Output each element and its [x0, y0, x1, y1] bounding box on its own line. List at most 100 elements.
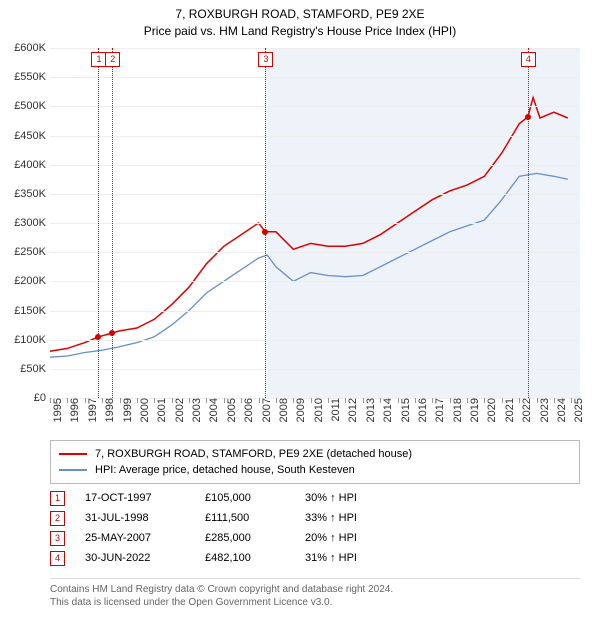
- x-axis-label: 2020: [480, 398, 498, 422]
- y-axis-label: £250K: [0, 246, 50, 258]
- x-axis-label: 2005: [220, 398, 238, 422]
- tx-date: 17-OCT-1997: [85, 492, 205, 504]
- x-axis-label: 2025: [567, 398, 585, 422]
- chart-title: 7, ROXBURGH ROAD, STAMFORD, PE9 2XE Pric…: [0, 0, 600, 40]
- tx-num-box: 1: [50, 491, 65, 506]
- x-axis-label: 1999: [116, 398, 134, 422]
- tx-pct: 31% ↑ HPI: [305, 552, 405, 564]
- y-axis-label: £450K: [0, 130, 50, 142]
- table-row: 1 17-OCT-1997£105,00030% ↑ HPI: [50, 488, 405, 508]
- tx-date: 30-JUN-2022: [85, 552, 205, 564]
- y-axis-label: £50K: [0, 363, 50, 375]
- x-axis-label: 2018: [446, 398, 464, 422]
- x-axis-label: 2004: [202, 398, 220, 422]
- x-axis-label: 2014: [376, 398, 394, 422]
- x-axis-label: 2003: [185, 398, 203, 422]
- transaction-table: 1 17-OCT-1997£105,00030% ↑ HPI 2 31-JUL-199…: [50, 488, 405, 568]
- y-axis-label: £600K: [0, 42, 50, 54]
- table-row: 2 31-JUL-1998£111,50033% ↑ HPI: [50, 508, 405, 528]
- x-axis-label: 2022: [515, 398, 533, 422]
- marker-dot: [95, 334, 101, 340]
- tx-num-box: 3: [50, 531, 65, 546]
- footer: Contains HM Land Registry data © Crown c…: [50, 578, 580, 609]
- y-axis-label: £400K: [0, 159, 50, 171]
- y-axis-label: £100K: [0, 334, 50, 346]
- tx-pct: 30% ↑ HPI: [305, 492, 405, 504]
- x-axis-label: 1997: [81, 398, 99, 422]
- legend-label: 7, ROXBURGH ROAD, STAMFORD, PE9 2XE (det…: [95, 448, 412, 460]
- marker-box: 4: [521, 52, 536, 67]
- tx-pct: 33% ↑ HPI: [305, 512, 405, 524]
- gridline: [50, 136, 580, 137]
- x-axis-label: 2023: [533, 398, 551, 422]
- x-axis-label: 2017: [428, 398, 446, 422]
- x-axis-label: 2000: [133, 398, 151, 422]
- marker-box: 3: [258, 52, 273, 67]
- x-axis-label: 2007: [255, 398, 273, 422]
- x-axis-label: 2016: [411, 398, 429, 422]
- x-axis-label: 1998: [98, 398, 116, 422]
- marker-dot: [262, 229, 268, 235]
- x-axis-label: 2010: [307, 398, 325, 422]
- x-axis-label: 2011: [324, 398, 342, 422]
- legend-row: HPI: Average price, detached house, Sout…: [59, 462, 571, 478]
- legend-swatch: [59, 469, 87, 471]
- x-axis-label: 1996: [63, 398, 81, 422]
- x-axis-label: 2013: [359, 398, 377, 422]
- tx-price: £111,500: [205, 512, 305, 524]
- gridline: [50, 369, 580, 370]
- x-axis-label: 2006: [237, 398, 255, 422]
- y-axis-label: £200K: [0, 275, 50, 287]
- x-axis-label: 2015: [394, 398, 412, 422]
- tx-date: 31-JUL-1998: [85, 512, 205, 524]
- marker-line: [98, 48, 99, 398]
- x-axis-label: 2001: [150, 398, 168, 422]
- tx-date: 25-MAY-2007: [85, 532, 205, 544]
- gridline: [50, 311, 580, 312]
- x-axis-label: 1995: [46, 398, 64, 422]
- x-axis-label: 2019: [463, 398, 481, 422]
- marker-line: [528, 48, 529, 398]
- gridline: [50, 223, 580, 224]
- tx-price: £285,000: [205, 532, 305, 544]
- marker-line: [112, 48, 113, 398]
- tx-price: £482,100: [205, 552, 305, 564]
- footer-line1: Contains HM Land Registry data © Crown c…: [50, 583, 580, 596]
- tx-price: £105,000: [205, 492, 305, 504]
- footer-line2: This data is licensed under the Open Gov…: [50, 596, 580, 609]
- marker-dot: [525, 114, 531, 120]
- x-axis-label: 2002: [168, 398, 186, 422]
- chart-area: £0£50K£100K£150K£200K£250K£300K£350K£400…: [50, 48, 580, 399]
- gridline: [50, 106, 580, 107]
- marker-dot: [109, 330, 115, 336]
- gridline: [50, 194, 580, 195]
- y-axis-label: £0: [0, 392, 50, 404]
- x-axis-label: 2009: [289, 398, 307, 422]
- gridline: [50, 77, 580, 78]
- legend-swatch: [59, 453, 87, 455]
- title-line1: 7, ROXBURGH ROAD, STAMFORD, PE9 2XE: [0, 6, 600, 23]
- legend-label: HPI: Average price, detached house, Sout…: [95, 464, 355, 476]
- marker-line: [265, 48, 266, 398]
- tx-num-box: 2: [50, 511, 65, 526]
- gridline: [50, 340, 580, 341]
- x-axis-label: 2008: [272, 398, 290, 422]
- legend-row: 7, ROXBURGH ROAD, STAMFORD, PE9 2XE (det…: [59, 446, 571, 462]
- x-axis-label: 2024: [550, 398, 568, 422]
- tx-num-box: 4: [50, 551, 65, 566]
- x-axis-label: 2012: [341, 398, 359, 422]
- y-axis-label: £150K: [0, 305, 50, 317]
- legend: 7, ROXBURGH ROAD, STAMFORD, PE9 2XE (det…: [50, 440, 580, 484]
- y-axis-label: £300K: [0, 217, 50, 229]
- table-row: 4 30-JUN-2022£482,10031% ↑ HPI: [50, 548, 405, 568]
- title-line2: Price paid vs. HM Land Registry's House …: [0, 23, 600, 40]
- gridline: [50, 48, 580, 49]
- tx-pct: 20% ↑ HPI: [305, 532, 405, 544]
- y-axis-label: £350K: [0, 188, 50, 200]
- gridline: [50, 165, 580, 166]
- gridline: [50, 281, 580, 282]
- gridline: [50, 252, 580, 253]
- y-axis-label: £550K: [0, 71, 50, 83]
- marker-box: 2: [105, 52, 120, 67]
- table-row: 3 25-MAY-2007£285,00020% ↑ HPI: [50, 528, 405, 548]
